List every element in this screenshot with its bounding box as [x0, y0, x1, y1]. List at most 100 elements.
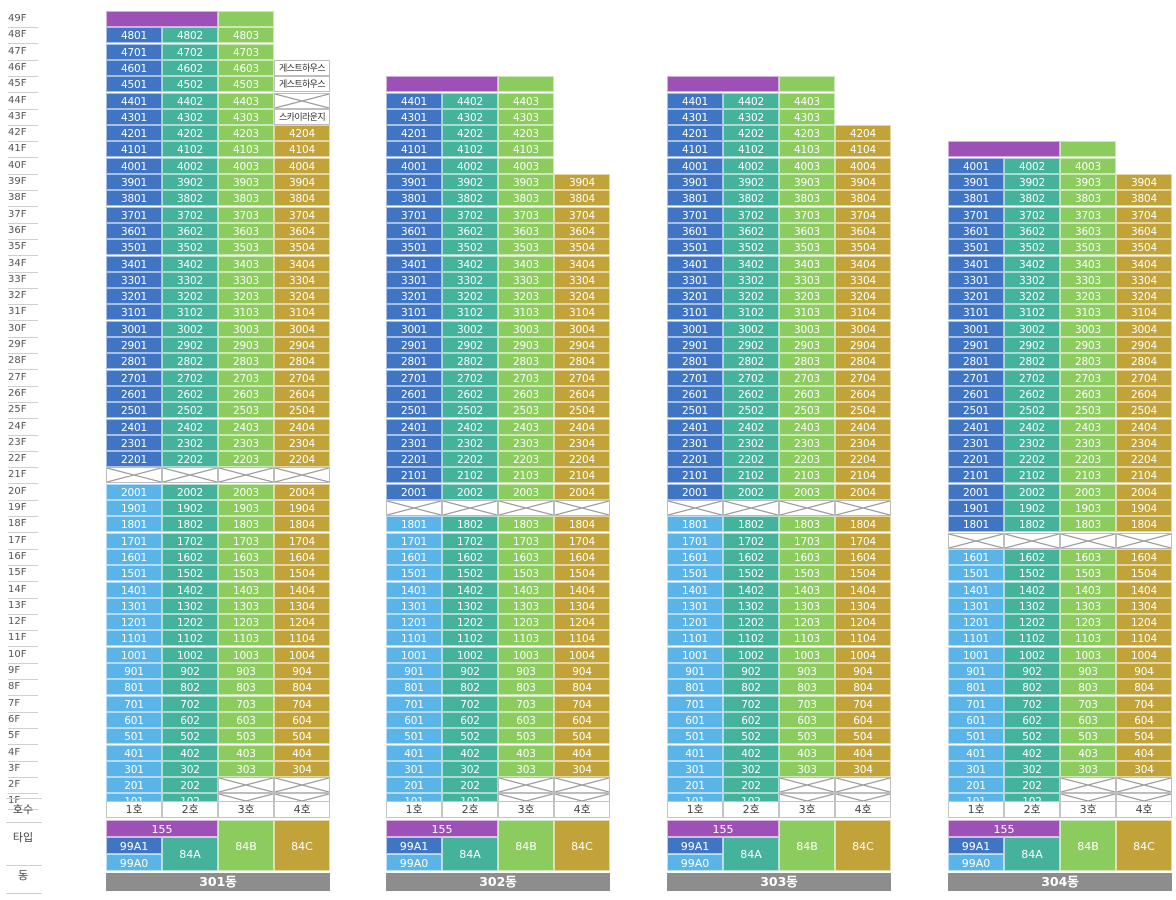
unit-cell[interactable]: 3803: [1060, 190, 1116, 207]
unit-cell[interactable]: 3803: [779, 190, 835, 207]
unit-cell[interactable]: 3703: [218, 206, 274, 223]
unit-cell[interactable]: 2604: [1116, 385, 1172, 402]
penthouse-unit[interactable]: [1060, 141, 1116, 158]
unit-cell[interactable]: 4202: [162, 125, 218, 142]
unit-cell[interactable]: 1201: [106, 614, 162, 631]
unit-cell[interactable]: 3301: [106, 271, 162, 288]
unit-cell[interactable]: 2904: [835, 337, 891, 353]
unit-cell[interactable]: 2803: [1060, 353, 1116, 370]
unit-cell[interactable]: 1701: [386, 532, 442, 549]
unit-cell[interactable]: 1804: [1116, 516, 1172, 533]
unit-cell[interactable]: 803: [779, 679, 835, 696]
unit-cell[interactable]: 1703: [779, 532, 835, 549]
unit-cell[interactable]: 702: [1004, 695, 1060, 712]
unit-cell[interactable]: 4601: [106, 59, 162, 76]
unit-cell[interactable]: 4101: [386, 141, 442, 158]
unit-cell[interactable]: 2102: [1004, 467, 1060, 484]
unit-cell[interactable]: 4303: [779, 108, 835, 125]
unit-cell[interactable]: 2702: [162, 369, 218, 386]
unit-cell[interactable]: 2303: [779, 434, 835, 451]
unit-cell[interactable]: 504: [274, 728, 330, 745]
unit-cell[interactable]: 2803: [498, 353, 554, 370]
unit-cell[interactable]: 2602: [162, 385, 218, 402]
unit-cell[interactable]: 3003: [218, 320, 274, 337]
unit-cell[interactable]: 4203: [498, 125, 554, 142]
unit-cell[interactable]: 1801: [106, 516, 162, 533]
unit-cell[interactable]: 2404: [274, 418, 330, 435]
unit-cell[interactable]: 3101: [386, 304, 442, 321]
unit-cell[interactable]: 4103: [218, 141, 274, 158]
unit-cell[interactable]: 4002: [1004, 157, 1060, 174]
unit-cell[interactable]: 4402: [723, 92, 779, 109]
unit-cell[interactable]: 602: [162, 711, 218, 728]
unit-cell[interactable]: 1103: [1060, 630, 1116, 647]
unit-cell[interactable]: 603: [779, 711, 835, 728]
unit-cell[interactable]: 1102: [442, 630, 498, 647]
unit-cell[interactable]: 2701: [948, 369, 1004, 386]
unit-cell[interactable]: 3503: [779, 239, 835, 256]
unit-cell[interactable]: 2002: [1004, 483, 1060, 500]
unit-cell[interactable]: 3803: [498, 190, 554, 207]
unit-cell[interactable]: 2602: [723, 385, 779, 402]
unit-cell[interactable]: 1502: [162, 565, 218, 582]
unit-cell[interactable]: 1303: [498, 597, 554, 614]
unit-cell[interactable]: 1202: [442, 614, 498, 631]
unit-cell[interactable]: 1003: [1060, 646, 1116, 663]
unit-cell[interactable]: 2503: [498, 402, 554, 419]
unit-cell[interactable]: 4701: [106, 43, 162, 60]
unit-cell[interactable]: 2403: [779, 418, 835, 435]
unit-cell[interactable]: 3701: [667, 206, 723, 223]
unit-cell[interactable]: 2403: [1060, 418, 1116, 435]
unit-cell[interactable]: 403: [498, 744, 554, 761]
unit-cell[interactable]: 1201: [948, 614, 1004, 631]
unit-cell[interactable]: 1404: [554, 581, 610, 598]
unit-cell[interactable]: 4101: [106, 141, 162, 158]
unit-cell[interactable]: 302: [1004, 760, 1060, 777]
unit-cell[interactable]: 2002: [442, 483, 498, 500]
unit-cell[interactable]: 4103: [779, 141, 835, 158]
unit-cell[interactable]: 2202: [723, 451, 779, 468]
penthouse-unit[interactable]: [106, 11, 218, 27]
unit-cell[interactable]: 3701: [948, 206, 1004, 223]
unit-cell[interactable]: 401: [667, 744, 723, 761]
unit-cell[interactable]: 1403: [218, 581, 274, 598]
unit-cell[interactable]: 3104: [274, 304, 330, 321]
unit-cell[interactable]: 3602: [1004, 222, 1060, 239]
unit-cell[interactable]: 2603: [1060, 385, 1116, 402]
unit-cell[interactable]: 1703: [498, 532, 554, 549]
unit-cell[interactable]: 3604: [1116, 222, 1172, 239]
unit-cell[interactable]: 3001: [948, 320, 1004, 337]
unit-cell[interactable]: 2804: [554, 353, 610, 370]
unit-cell[interactable]: 2004: [835, 483, 891, 500]
unit-cell[interactable]: 501: [667, 728, 723, 745]
unit-cell[interactable]: 3103: [1060, 304, 1116, 321]
unit-cell[interactable]: 3304: [554, 271, 610, 288]
unit-cell[interactable]: 3801: [667, 190, 723, 207]
unit-cell[interactable]: 4603: [218, 59, 274, 76]
unit-cell[interactable]: 3801: [106, 190, 162, 207]
unit-cell[interactable]: 1402: [162, 581, 218, 598]
unit-cell[interactable]: 603: [218, 711, 274, 728]
unit-cell[interactable]: 1401: [386, 581, 442, 598]
unit-cell[interactable]: 603: [1060, 711, 1116, 728]
unit-cell[interactable]: 2104: [1116, 467, 1172, 484]
unit-cell[interactable]: 2702: [723, 369, 779, 386]
unit-cell[interactable]: 1604: [554, 548, 610, 565]
unit-cell[interactable]: 1201: [386, 614, 442, 631]
unit-cell[interactable]: 901: [948, 663, 1004, 679]
unit-cell[interactable]: 302: [723, 760, 779, 777]
unit-cell[interactable]: 3403: [1060, 255, 1116, 272]
unit-cell[interactable]: 1103: [218, 630, 274, 647]
unit-cell[interactable]: 2403: [498, 418, 554, 435]
unit-cell[interactable]: 3804: [274, 190, 330, 207]
unit-cell[interactable]: 2303: [218, 434, 274, 451]
unit-cell[interactable]: 2303: [498, 434, 554, 451]
unit-cell[interactable]: 1701: [667, 532, 723, 549]
unit-cell[interactable]: 2703: [1060, 369, 1116, 386]
unit-cell[interactable]: 2401: [386, 418, 442, 435]
unit-cell[interactable]: 2602: [1004, 385, 1060, 402]
unit-cell[interactable]: 2503: [218, 402, 274, 419]
unit-cell[interactable]: 502: [442, 728, 498, 745]
unit-cell[interactable]: 401: [948, 744, 1004, 761]
unit-cell[interactable]: 3302: [1004, 271, 1060, 288]
